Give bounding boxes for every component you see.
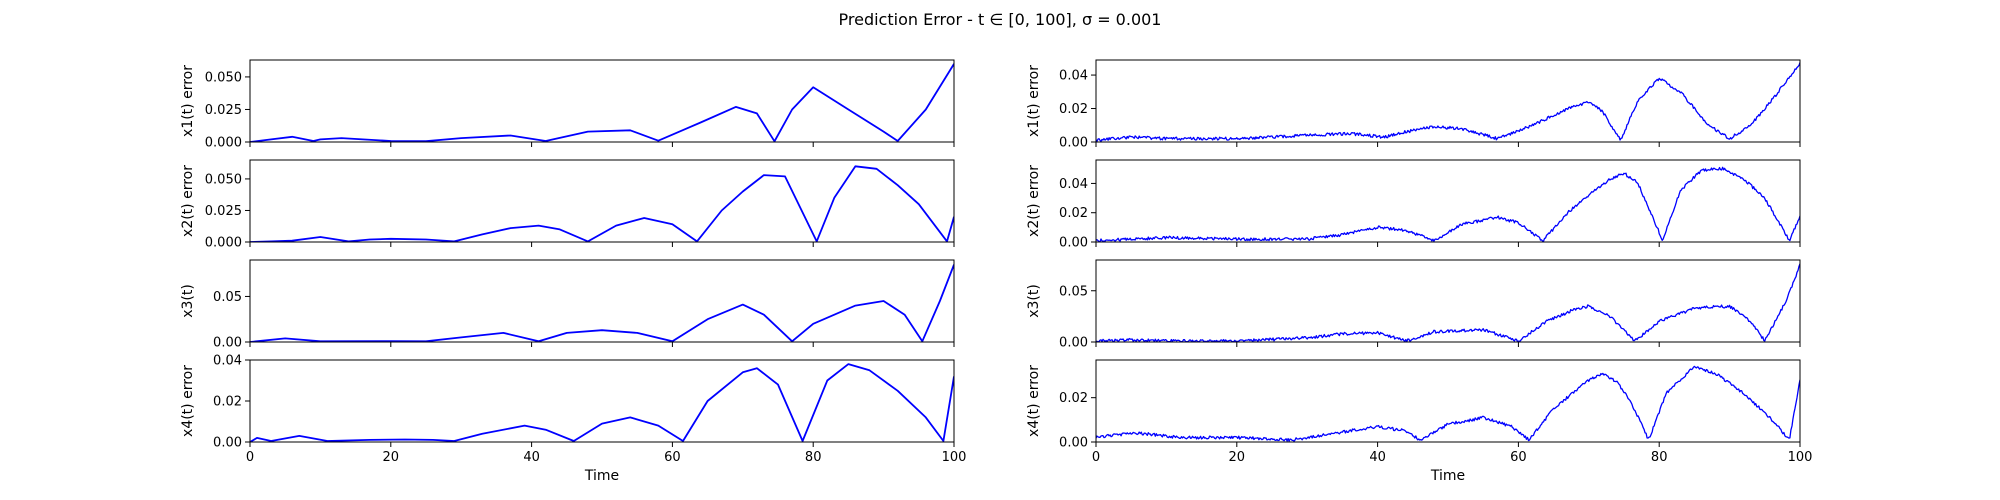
y-tick-label: 0.050: [205, 70, 242, 85]
x-tick-label: 40: [1369, 450, 1386, 465]
y-axis-label: x3(t): [180, 284, 196, 318]
x-tick-label: 100: [1788, 450, 1813, 465]
y-tick-label: 0.025: [205, 204, 242, 219]
y-tick-label: 0.00: [213, 336, 242, 351]
y-axis-label: x1(t) error: [180, 65, 196, 137]
series-line: [1096, 62, 1800, 142]
x-tick-label: 80: [805, 450, 822, 465]
axes-frame: [1095, 59, 1801, 143]
x-axis-label: Time: [1430, 468, 1465, 484]
x-tick-label: 60: [664, 450, 681, 465]
y-tick-label: 0.00: [213, 436, 242, 451]
y-tick-label: 0.05: [213, 290, 242, 305]
y-tick-label: 0.00: [1059, 436, 1088, 451]
series-line: [250, 165, 954, 242]
y-axis-label: x2(t) error: [1026, 165, 1042, 237]
axes-frame: [249, 359, 955, 443]
subplot-right-1: 0.00 0.02 0.04 x1(t) error: [1026, 59, 1801, 151]
subplot-right-3: 0.00 0.05 x3(t): [1026, 259, 1801, 351]
subplot-left-4: 0.00 0.02 0.04 0 20 40 60 80 100 x4(t) error Time: [180, 354, 966, 485]
y-axis-label: x3(t): [1026, 284, 1042, 318]
subplot-left-3: 0.00 0.05 x3(t): [180, 259, 955, 351]
subplot-left-2: 0.000 0.025 0.050 x2(t) error: [180, 159, 955, 251]
x-tick-label: 40: [523, 450, 540, 465]
subplot-right-4: 0.00 0.02 0 20 40 60 80 100 x4(t) error Time: [1026, 359, 1813, 484]
figure-title: Prediction Error - t ∈ [0, 100], σ = 0.0…: [839, 10, 1162, 29]
y-tick-label: 0.04: [213, 354, 242, 369]
y-tick-label: 0.02: [1059, 102, 1088, 117]
series-line: [1096, 263, 1800, 342]
y-axis-label: x4(t) error: [1026, 365, 1042, 437]
y-tick-label: 0.00: [1059, 336, 1088, 351]
y-tick-label: 0.000: [205, 136, 242, 151]
x-axis-label: Time: [584, 468, 619, 484]
axes-frame: [1095, 159, 1801, 243]
y-tick-label: 0.04: [1059, 177, 1088, 192]
y-tick-label: 0.02: [1059, 206, 1088, 221]
x-tick-label: 0: [246, 450, 254, 465]
subplot-left-1: 0.000 0.025 0.050 x1(t) error: [180, 59, 955, 151]
y-tick-label: 0.05: [1059, 284, 1088, 299]
x-tick-label: 60: [1510, 450, 1527, 465]
series-line: [1096, 166, 1800, 242]
axes-frame: [249, 259, 955, 343]
y-axis-label: x1(t) error: [1026, 65, 1042, 137]
x-tick-label: 20: [383, 450, 400, 465]
y-tick-label: 0.00: [1059, 136, 1088, 151]
axes-frame: [249, 59, 955, 143]
subplot-right-2: 0.00 0.02 0.04 x2(t) error: [1026, 159, 1801, 251]
y-tick-label: 0.050: [205, 172, 242, 187]
y-tick-label: 0.04: [1059, 69, 1088, 84]
y-tick-label: 0.02: [213, 395, 242, 410]
axes-frame: [249, 159, 955, 243]
x-tick-label: 80: [1651, 450, 1668, 465]
axes-frame: [1095, 259, 1801, 343]
series-line: [1096, 365, 1800, 442]
x-tick-label: 0: [1092, 450, 1100, 465]
series-line: [250, 363, 954, 442]
axes-frame: [1095, 359, 1801, 443]
series-line: [250, 63, 954, 142]
x-tick-label: 20: [1229, 450, 1246, 465]
y-tick-label: 0.000: [205, 236, 242, 251]
x-tick-label: 100: [942, 450, 967, 465]
y-tick-label: 0.02: [1059, 391, 1088, 406]
y-tick-label: 0.00: [1059, 236, 1088, 251]
series-line: [250, 264, 954, 342]
y-tick-label: 0.025: [205, 103, 242, 118]
y-axis-label: x2(t) error: [180, 165, 196, 237]
y-axis-label: x4(t) error: [180, 365, 196, 437]
